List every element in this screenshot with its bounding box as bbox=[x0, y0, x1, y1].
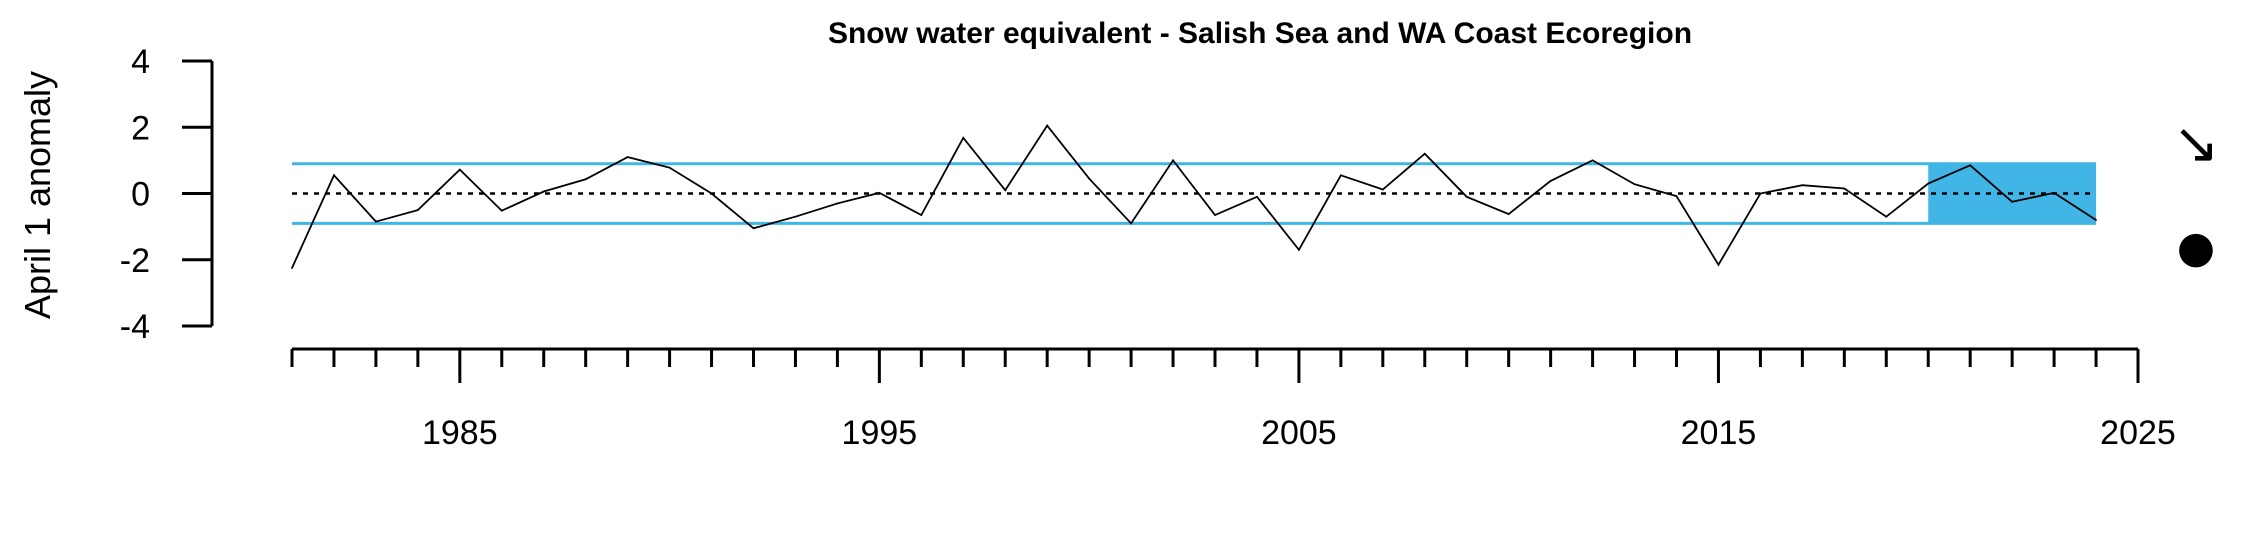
series-point bbox=[878, 191, 881, 194]
y-tick-label: 0 bbox=[131, 176, 150, 214]
y-tick-label: -2 bbox=[120, 242, 150, 280]
trend-arrow-icon: ↘ bbox=[2173, 111, 2220, 176]
x-tick-label: 2005 bbox=[1261, 414, 1337, 452]
series-point bbox=[962, 136, 965, 139]
series-point bbox=[2095, 219, 2097, 221]
x-tick-label: 2025 bbox=[2100, 414, 2176, 452]
series-point bbox=[1927, 182, 1930, 185]
x-axis: 1985 1995 2005 2015 2025 bbox=[290, 347, 2176, 452]
series-point bbox=[836, 202, 839, 205]
series-point bbox=[1214, 214, 1216, 216]
x-tick-label: 1995 bbox=[842, 414, 918, 452]
y-axis: 4 2 0 -2 -4 bbox=[120, 43, 214, 346]
y-tick-label: -4 bbox=[120, 308, 150, 346]
series-point bbox=[668, 166, 671, 169]
series-point bbox=[1256, 195, 1258, 198]
series-point bbox=[1843, 187, 1846, 190]
series-point bbox=[1298, 248, 1300, 251]
series-point bbox=[626, 156, 629, 158]
series-point bbox=[710, 192, 713, 195]
series-point bbox=[2011, 200, 2014, 203]
series-point bbox=[584, 178, 587, 181]
series-point bbox=[500, 209, 503, 212]
series-point bbox=[1046, 124, 1049, 127]
series-point bbox=[1507, 213, 1510, 215]
sd-lines bbox=[292, 162, 2097, 225]
y-axis-label: April 1 anomaly bbox=[17, 71, 58, 319]
series-point bbox=[1633, 183, 1636, 186]
y-tick-label: 4 bbox=[131, 43, 150, 81]
series-point bbox=[794, 215, 797, 218]
series-point bbox=[1381, 188, 1384, 191]
series-point bbox=[1717, 263, 1720, 266]
series-point bbox=[1801, 184, 1804, 187]
series-point bbox=[1172, 159, 1174, 162]
series-point bbox=[542, 190, 545, 193]
series-point bbox=[458, 168, 461, 171]
y-tick-label: 2 bbox=[131, 109, 150, 147]
mean-indicator-icon: ● bbox=[2177, 222, 2215, 273]
series-point bbox=[375, 220, 377, 223]
series-point bbox=[416, 209, 419, 211]
series-point bbox=[920, 214, 923, 216]
series-point bbox=[2053, 191, 2055, 194]
series-point bbox=[291, 267, 293, 269]
series-point bbox=[1004, 189, 1007, 192]
series-point bbox=[1465, 195, 1468, 198]
series-points bbox=[291, 124, 2097, 269]
series-point bbox=[752, 227, 755, 230]
series-point bbox=[1339, 174, 1342, 177]
series-point bbox=[333, 174, 335, 177]
series-point bbox=[1969, 164, 1972, 167]
series-point bbox=[1549, 180, 1552, 182]
series-point bbox=[1088, 177, 1091, 180]
series-point bbox=[1591, 159, 1594, 162]
series-point bbox=[1130, 222, 1132, 225]
series-point bbox=[1423, 152, 1426, 155]
series-point bbox=[1759, 192, 1762, 195]
chart-title: Snow water equivalent - Salish Sea and W… bbox=[828, 17, 1692, 50]
x-tick-label: 1985 bbox=[422, 414, 498, 452]
x-tick-label: 2015 bbox=[1681, 414, 1757, 452]
series-line bbox=[291, 124, 2097, 269]
series-point bbox=[1675, 195, 1678, 198]
series-point bbox=[1885, 215, 1888, 218]
